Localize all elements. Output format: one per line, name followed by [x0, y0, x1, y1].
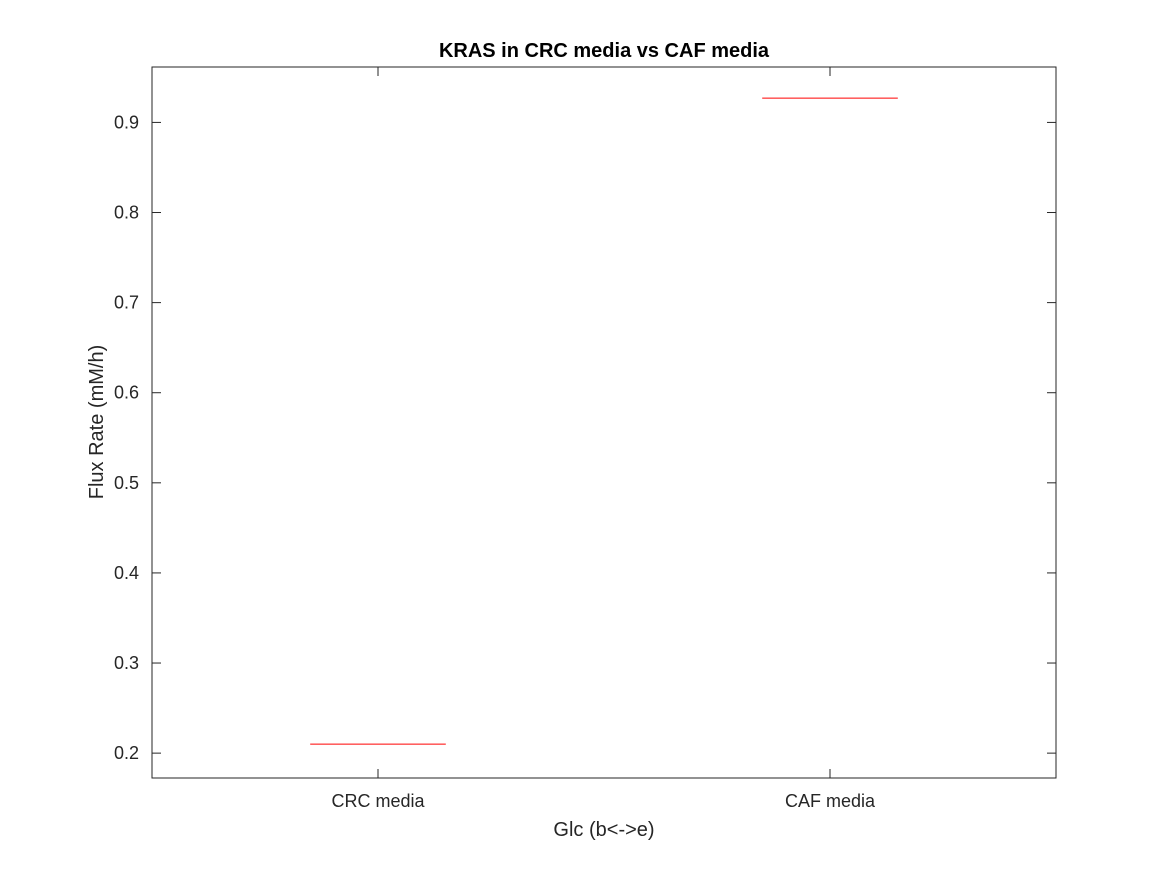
median-lines — [310, 97, 898, 745]
plot-area: 0.2 0.3 0.4 0.5 0.6 0.7 0.8 0.9 CRC media CAF me… — [114, 66, 1057, 811]
x-axis-ticks: CRC media CAF media — [331, 67, 876, 811]
y-tick-label: 0.3 — [114, 653, 139, 673]
y-axis-ticks: 0.2 0.3 0.4 0.5 0.6 0.7 0.8 0.9 — [114, 112, 1056, 763]
y-tick-label: 0.2 — [114, 743, 139, 763]
y-axis-label: Flux Rate (mM/h) — [86, 345, 108, 499]
y-tick-label: 0.9 — [114, 112, 139, 132]
x-tick-label: CAF media — [785, 791, 876, 811]
y-tick-label: 0.7 — [114, 293, 139, 313]
x-tick-label: CRC media — [331, 791, 425, 811]
y-tick-label: 0.5 — [114, 473, 139, 493]
y-tick-label: 0.6 — [114, 383, 139, 403]
axes-box — [151, 66, 1057, 779]
y-tick-label: 0.4 — [114, 563, 139, 583]
y-tick-label: 0.8 — [114, 203, 139, 223]
chart-title: KRAS in CRC media vs CAF media — [439, 40, 770, 62]
x-axis-label: Glc (b<->e) — [553, 819, 654, 841]
